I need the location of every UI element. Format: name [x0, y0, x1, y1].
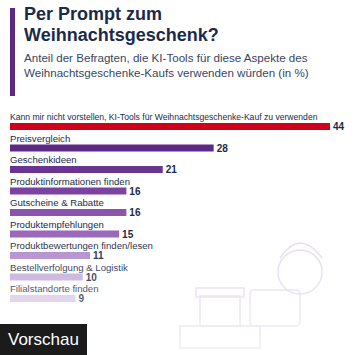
bar	[10, 274, 83, 281]
subtitle: Anteil der Befragten, die KI-Tools für d…	[24, 50, 350, 80]
bars	[10, 123, 330, 302]
data-label: 16	[129, 207, 141, 218]
category-label: Bestellverfolgung & Logistik	[10, 262, 128, 273]
category-label: Produktbewertungen finden/lesen	[10, 240, 153, 251]
labels: Kann mir nicht vorstellen, KI-Tools für …	[10, 112, 345, 304]
category-label: Geschenkideen	[10, 154, 77, 165]
data-label: 15	[122, 229, 134, 240]
preview-badge: Vorschau	[0, 324, 87, 355]
data-label: 10	[86, 272, 98, 283]
data-label: 44	[333, 121, 345, 132]
category-label: Kann mir nicht vorstellen, KI-Tools für …	[10, 112, 318, 122]
bar	[10, 166, 163, 173]
bar	[10, 188, 126, 195]
category-label: Produktinformationen finden	[10, 176, 130, 187]
category-label: Filialstandorte finden	[10, 283, 99, 294]
data-label: 28	[217, 143, 229, 154]
decoration	[180, 326, 260, 348]
category-label: Gutscheine & Rabatte	[10, 197, 104, 208]
decoration	[196, 288, 244, 297]
gift-illustration	[180, 243, 322, 348]
bar	[10, 145, 214, 152]
decoration	[280, 243, 322, 258]
data-label: 21	[166, 164, 178, 175]
chart: Kann mir nicht vorstellen, KI-Tools für …	[0, 0, 355, 355]
category-label: Preisvergleich	[10, 133, 70, 144]
bar	[10, 295, 75, 302]
title: Per Prompt zum Weihnachtsgeschenk?	[24, 4, 254, 46]
data-label: 16	[129, 186, 141, 197]
category-label: Produktempfehlungen	[10, 219, 104, 230]
data-label: 9	[78, 293, 84, 304]
bar	[10, 209, 126, 216]
bar	[10, 252, 90, 259]
data-label: 11	[93, 250, 104, 261]
decoration	[200, 296, 240, 326]
decoration	[250, 290, 300, 326]
bar	[10, 231, 119, 238]
accent-bar	[10, 8, 15, 96]
decoration	[278, 250, 322, 294]
bar	[10, 123, 330, 130]
